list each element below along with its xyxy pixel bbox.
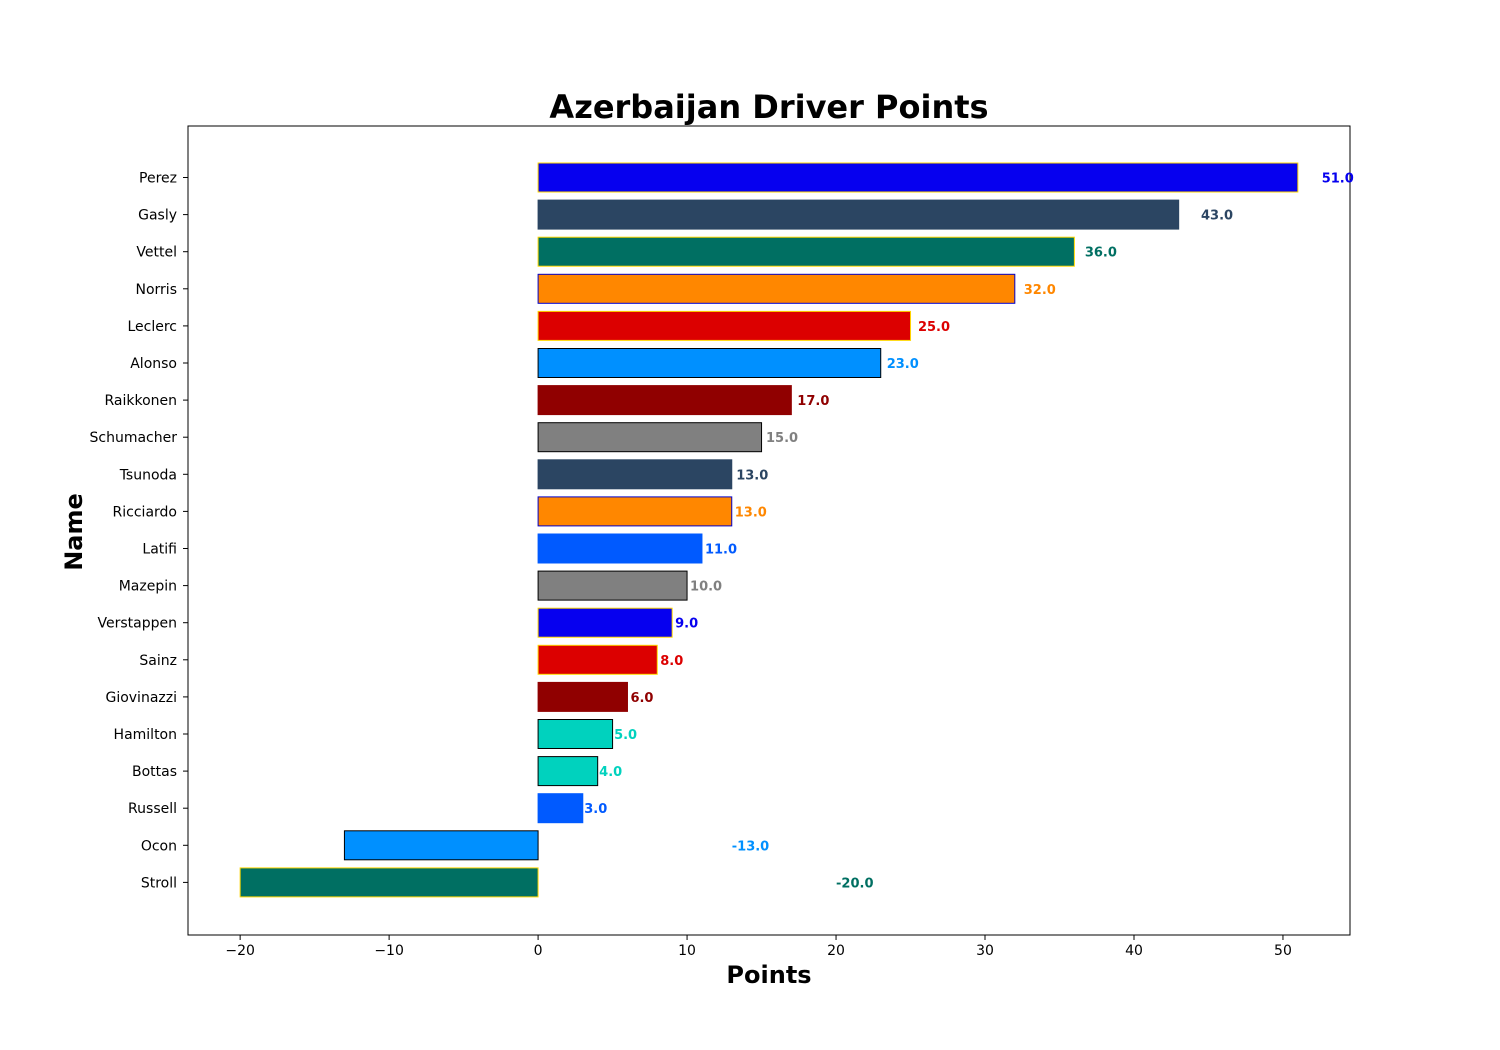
chart-title: Azerbaijan Driver Points (549, 88, 988, 126)
bar-alonso (537, 348, 882, 378)
value-label-leclerc: 25.0 (918, 320, 950, 335)
bar-norris (537, 273, 1016, 304)
bar-perez (537, 162, 1299, 193)
value-label-raikkonen: 17.0 (797, 394, 829, 409)
x-tick-label: 40 (1125, 943, 1143, 959)
y-tick-label-schumacher: Schumacher (90, 430, 178, 446)
x-tick-label: 50 (1274, 943, 1292, 959)
value-label-stroll: -20.0 (836, 876, 873, 891)
x-tick-label: 0 (534, 943, 543, 959)
value-label-sainz: 8.0 (660, 654, 683, 669)
y-tick-label-sainz: Sainz (139, 653, 177, 669)
bar-raikkonen (537, 385, 792, 416)
bar-hamilton (537, 719, 614, 749)
x-axis-ticks-group: −20 −10 0 10 20 30 40 50 (225, 935, 1292, 959)
y-tick-label-stroll: Stroll (141, 875, 177, 891)
value-label-latifi: 11.0 (705, 543, 737, 558)
bar-ocon (343, 830, 539, 861)
value-label-bottas: 4.0 (599, 765, 622, 780)
value-label-perez: 51.0 (1322, 172, 1354, 187)
y-tick-label-russell: Russell (128, 801, 177, 817)
value-labels-group: 51.0 43.0 36.0 32.0 25.0 23.0 17.0 15.0 13.0 13.0… (584, 172, 1354, 892)
bar-verstappen (537, 607, 673, 638)
y-tick-label-mazepin: Mazepin (119, 579, 177, 595)
value-label-norris: 32.0 (1024, 283, 1056, 298)
y-tick-label-raikkonen: Raikkonen (104, 393, 177, 409)
bar-tsunoda (537, 459, 733, 490)
value-label-verstappen: 9.0 (675, 617, 698, 632)
y-tick-labels-group: Perez Gasly Vettel Norris Leclerc Alonso Raikk… (90, 171, 188, 891)
bar-giovinazzi (537, 681, 628, 712)
value-label-vettel: 36.0 (1085, 246, 1117, 261)
y-tick-label-alonso: Alonso (130, 356, 177, 372)
bar-stroll (239, 867, 539, 898)
y-tick-label-vettel: Vettel (136, 245, 177, 261)
y-tick-label-bottas: Bottas (132, 764, 177, 780)
y-tick-label-gasly: Gasly (138, 208, 177, 224)
x-tick-label: 10 (678, 943, 696, 959)
y-tick-label-giovinazzi: Giovinazzi (105, 690, 177, 706)
x-axis-label: Points (726, 961, 811, 989)
value-label-gasly: 43.0 (1201, 209, 1233, 224)
y-axis-label: Name (60, 493, 88, 571)
bar-vettel (537, 236, 1075, 267)
value-label-hamilton: 5.0 (614, 728, 637, 743)
x-tick-label: −20 (225, 943, 255, 959)
y-tick-label-perez: Perez (139, 171, 177, 187)
value-label-russell: 3.0 (584, 802, 607, 817)
x-tick-label: −10 (374, 943, 404, 959)
value-label-giovinazzi: 6.0 (630, 691, 653, 706)
value-label-ocon: -13.0 (732, 839, 769, 854)
value-label-tsunoda: 13.0 (736, 468, 768, 483)
bar-leclerc (537, 310, 912, 341)
value-label-mazepin: 10.0 (690, 580, 722, 595)
bar-russell (537, 793, 584, 824)
bar-ricciardo (537, 496, 733, 527)
y-tick-label-ocon: Ocon (141, 838, 177, 854)
bar-schumacher (537, 422, 763, 453)
value-label-alonso: 23.0 (887, 357, 919, 372)
bar-gasly (537, 199, 1180, 230)
y-tick-label-leclerc: Leclerc (127, 319, 177, 335)
bar-bottas (537, 756, 599, 787)
y-tick-label-ricciardo: Ricciardo (113, 504, 177, 520)
y-tick-label-tsunoda: Tsunoda (119, 467, 177, 483)
bar-sainz (537, 644, 658, 675)
value-label-ricciardo: 13.0 (735, 505, 767, 520)
y-tick-label-latifi: Latifi (142, 542, 177, 558)
x-tick-label: 30 (976, 943, 994, 959)
bar-mazepin (537, 570, 688, 601)
value-label-schumacher: 15.0 (766, 431, 798, 446)
bars-group (239, 162, 1299, 898)
y-tick-label-hamilton: Hamilton (114, 727, 177, 743)
x-tick-label: 20 (827, 943, 845, 959)
bar-latifi (537, 533, 703, 564)
y-tick-label-verstappen: Verstappen (98, 616, 177, 632)
y-tick-label-norris: Norris (136, 282, 178, 298)
